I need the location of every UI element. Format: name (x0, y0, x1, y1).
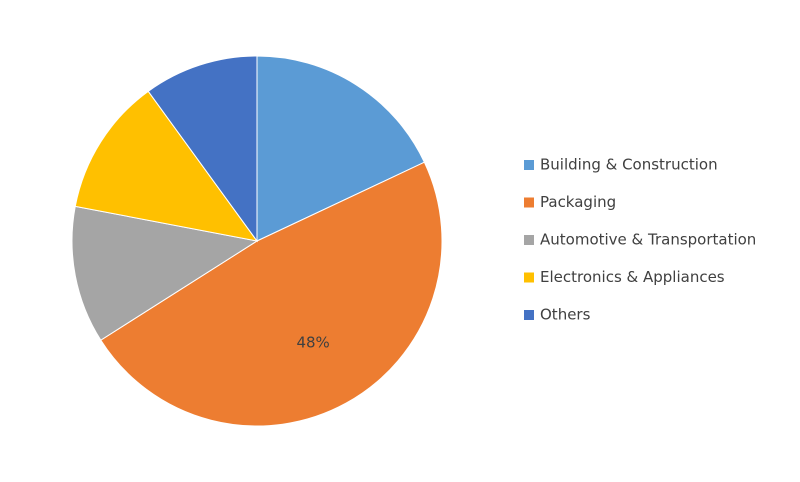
pie-slice (74, 90, 259, 242)
legend-label: Building & Construction (540, 156, 718, 174)
pie-slice (100, 161, 443, 427)
legend-label: Packaging (540, 193, 616, 211)
pie-slice (71, 205, 259, 341)
legend-swatch (524, 272, 534, 283)
pie-slice (256, 55, 426, 242)
legend-swatch (524, 310, 534, 320)
legend-label: Electronics & Appliances (540, 268, 725, 286)
legend-swatch (524, 197, 534, 208)
legend-swatch (524, 160, 534, 170)
legend-swatch (524, 235, 534, 245)
data-label: 48% (296, 334, 329, 352)
legend-label: Others (540, 306, 591, 324)
pie-slice (147, 55, 258, 243)
legend-label: Automotive & Transportation (540, 231, 756, 249)
